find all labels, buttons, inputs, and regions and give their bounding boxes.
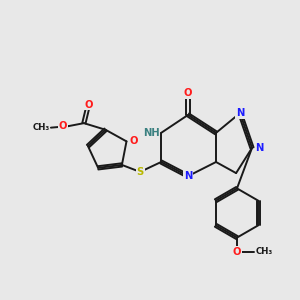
Text: N: N [236,108,244,118]
Text: CH₃: CH₃ [32,123,50,132]
Text: O: O [233,247,241,257]
Text: S: S [136,167,144,177]
Text: O: O [58,121,67,131]
Text: O: O [84,100,93,110]
Text: CH₃: CH₃ [256,248,273,256]
Text: O: O [130,136,138,146]
Text: O: O [184,88,192,98]
Text: NH: NH [143,128,160,138]
Text: N: N [184,171,192,181]
Text: N: N [256,143,264,153]
